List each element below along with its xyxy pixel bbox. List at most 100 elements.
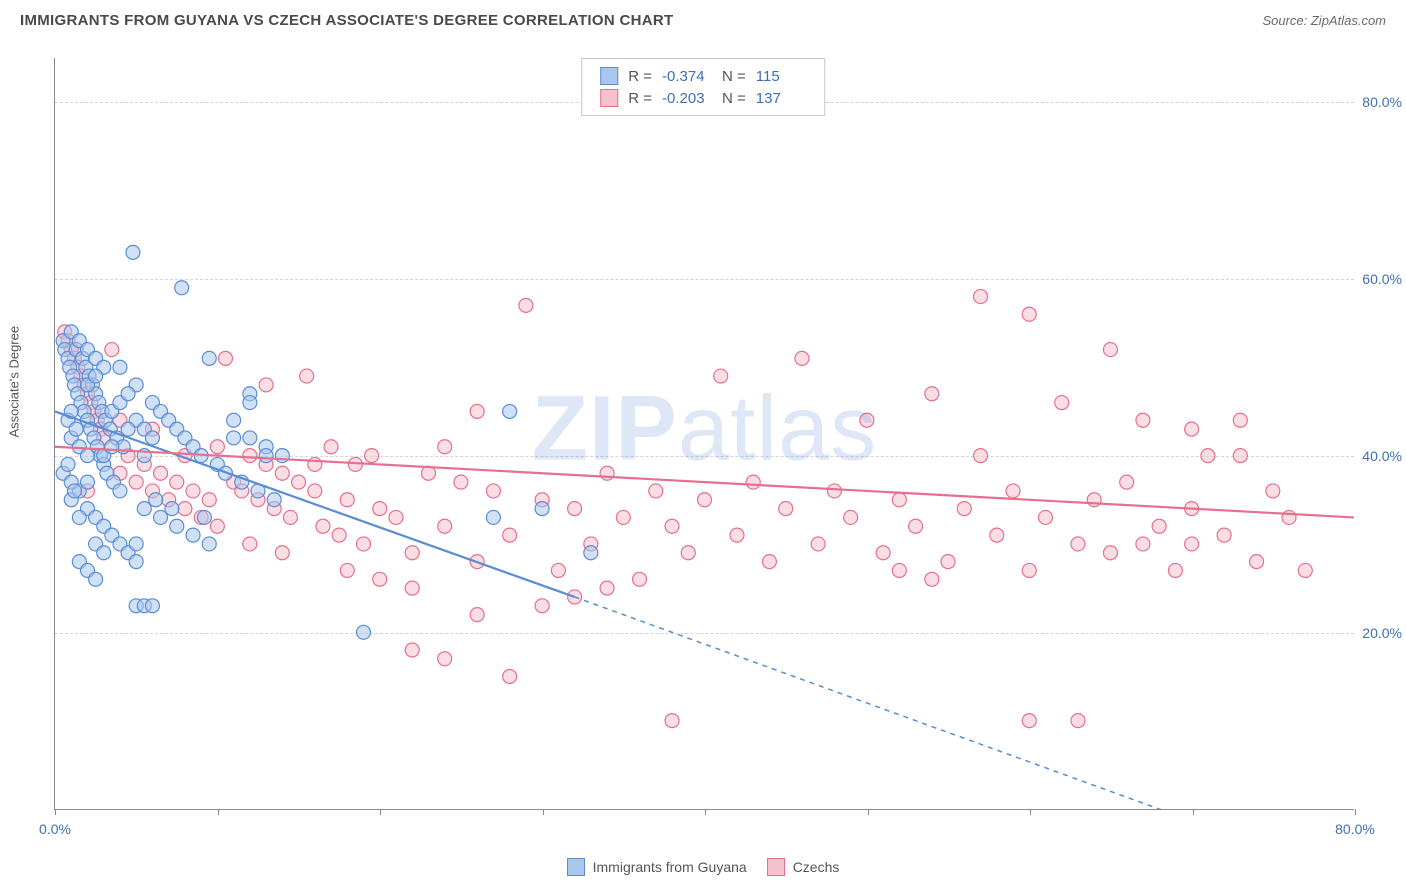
scatter-point bbox=[243, 537, 257, 551]
scatter-point bbox=[89, 572, 103, 586]
scatter-point bbox=[1168, 563, 1182, 577]
scatter-point bbox=[584, 546, 598, 560]
scatter-point bbox=[1152, 519, 1166, 533]
scatter-point bbox=[438, 519, 452, 533]
n-label: N = bbox=[722, 68, 746, 85]
scatter-point bbox=[925, 572, 939, 586]
scatter-point bbox=[121, 422, 135, 436]
scatter-point bbox=[795, 351, 809, 365]
scatter-point bbox=[80, 475, 94, 489]
scatter-point bbox=[503, 528, 517, 542]
scatter-point bbox=[1136, 537, 1150, 551]
scatter-point bbox=[175, 281, 189, 295]
scatter-point bbox=[1071, 537, 1085, 551]
xtick bbox=[543, 809, 544, 815]
scatter-point bbox=[1006, 484, 1020, 498]
scatter-point bbox=[665, 714, 679, 728]
scatter-point bbox=[616, 510, 630, 524]
scatter-point bbox=[137, 502, 151, 516]
scatter-point bbox=[113, 360, 127, 374]
legend-swatch-guyana bbox=[567, 858, 585, 876]
xtick-label-min: 0.0% bbox=[39, 821, 71, 837]
scatter-point bbox=[892, 563, 906, 577]
scatter-point bbox=[197, 510, 211, 524]
scatter-point bbox=[373, 572, 387, 586]
legend-item-czechs: Czechs bbox=[767, 858, 840, 876]
scatter-point bbox=[129, 537, 143, 551]
scatter-point bbox=[454, 475, 468, 489]
scatter-point bbox=[340, 493, 354, 507]
scatter-point bbox=[69, 422, 83, 436]
scatter-point bbox=[316, 519, 330, 533]
scatter-point bbox=[105, 343, 119, 357]
scatter-point bbox=[438, 652, 452, 666]
scatter-point bbox=[1103, 343, 1117, 357]
scatter-point bbox=[1022, 714, 1036, 728]
correlation-stats-box: R = -0.374 N = 115 R = -0.203 N = 137 bbox=[581, 58, 825, 116]
scatter-point bbox=[202, 537, 216, 551]
scatter-point bbox=[405, 643, 419, 657]
scatter-point bbox=[844, 510, 858, 524]
ytick-label: 40.0% bbox=[1362, 448, 1402, 464]
scatter-point bbox=[665, 519, 679, 533]
scatter-point bbox=[1266, 484, 1280, 498]
xtick bbox=[705, 809, 706, 815]
scatter-point bbox=[170, 519, 184, 533]
scatter-point bbox=[633, 572, 647, 586]
scatter-point bbox=[275, 546, 289, 560]
n-value-czechs: 137 bbox=[756, 90, 806, 107]
scatter-point bbox=[405, 546, 419, 560]
ytick-label: 20.0% bbox=[1362, 625, 1402, 641]
scatter-point bbox=[600, 581, 614, 595]
scatter-point bbox=[332, 528, 346, 542]
n-label: N = bbox=[722, 90, 746, 107]
scatter-point bbox=[1022, 563, 1036, 577]
scatter-point bbox=[779, 502, 793, 516]
xtick bbox=[1355, 809, 1356, 815]
r-value-czechs: -0.203 bbox=[662, 90, 712, 107]
scatter-point bbox=[535, 599, 549, 613]
scatter-point bbox=[1120, 475, 1134, 489]
scatter-point bbox=[227, 413, 241, 427]
scatter-point bbox=[292, 475, 306, 489]
xtick bbox=[1030, 809, 1031, 815]
scatter-point bbox=[649, 484, 663, 498]
scatter-point bbox=[1136, 413, 1150, 427]
scatter-point bbox=[909, 519, 923, 533]
scatter-point bbox=[1233, 449, 1247, 463]
scatter-point bbox=[1217, 528, 1231, 542]
scatter-point bbox=[129, 475, 143, 489]
scatter-point bbox=[259, 449, 273, 463]
xtick bbox=[868, 809, 869, 815]
scatter-point bbox=[105, 440, 119, 454]
scatter-point bbox=[1298, 563, 1312, 577]
scatter-point bbox=[186, 528, 200, 542]
xtick-label-max: 80.0% bbox=[1335, 821, 1375, 837]
chart-title: IMMIGRANTS FROM GUYANA VS CZECH ASSOCIAT… bbox=[20, 12, 673, 29]
scatter-point bbox=[1185, 422, 1199, 436]
scatter-point bbox=[1071, 714, 1085, 728]
scatter-point bbox=[210, 440, 224, 454]
scatter-point bbox=[876, 546, 890, 560]
scatter-point bbox=[535, 502, 549, 516]
scatter-point bbox=[72, 510, 86, 524]
scatter-point bbox=[145, 599, 159, 613]
scatter-point bbox=[860, 413, 874, 427]
scatter-point bbox=[1038, 510, 1052, 524]
scatter-point bbox=[275, 466, 289, 480]
scatter-point bbox=[503, 669, 517, 683]
scatter-point bbox=[925, 387, 939, 401]
scatter-point bbox=[1103, 546, 1117, 560]
scatter-point bbox=[113, 484, 127, 498]
scatter-point bbox=[486, 510, 500, 524]
swatch-guyana bbox=[600, 67, 618, 85]
scatter-point bbox=[365, 449, 379, 463]
scatter-point bbox=[1185, 537, 1199, 551]
scatter-point bbox=[218, 351, 232, 365]
ytick-label: 80.0% bbox=[1362, 94, 1402, 110]
plot-area: ZIPatlas 20.0%40.0%60.0%80.0%0.0%80.0% bbox=[54, 58, 1354, 810]
scatter-point bbox=[89, 369, 103, 383]
r-label: R = bbox=[628, 90, 652, 107]
scatter-point bbox=[243, 396, 257, 410]
scatter-svg bbox=[55, 58, 1354, 809]
